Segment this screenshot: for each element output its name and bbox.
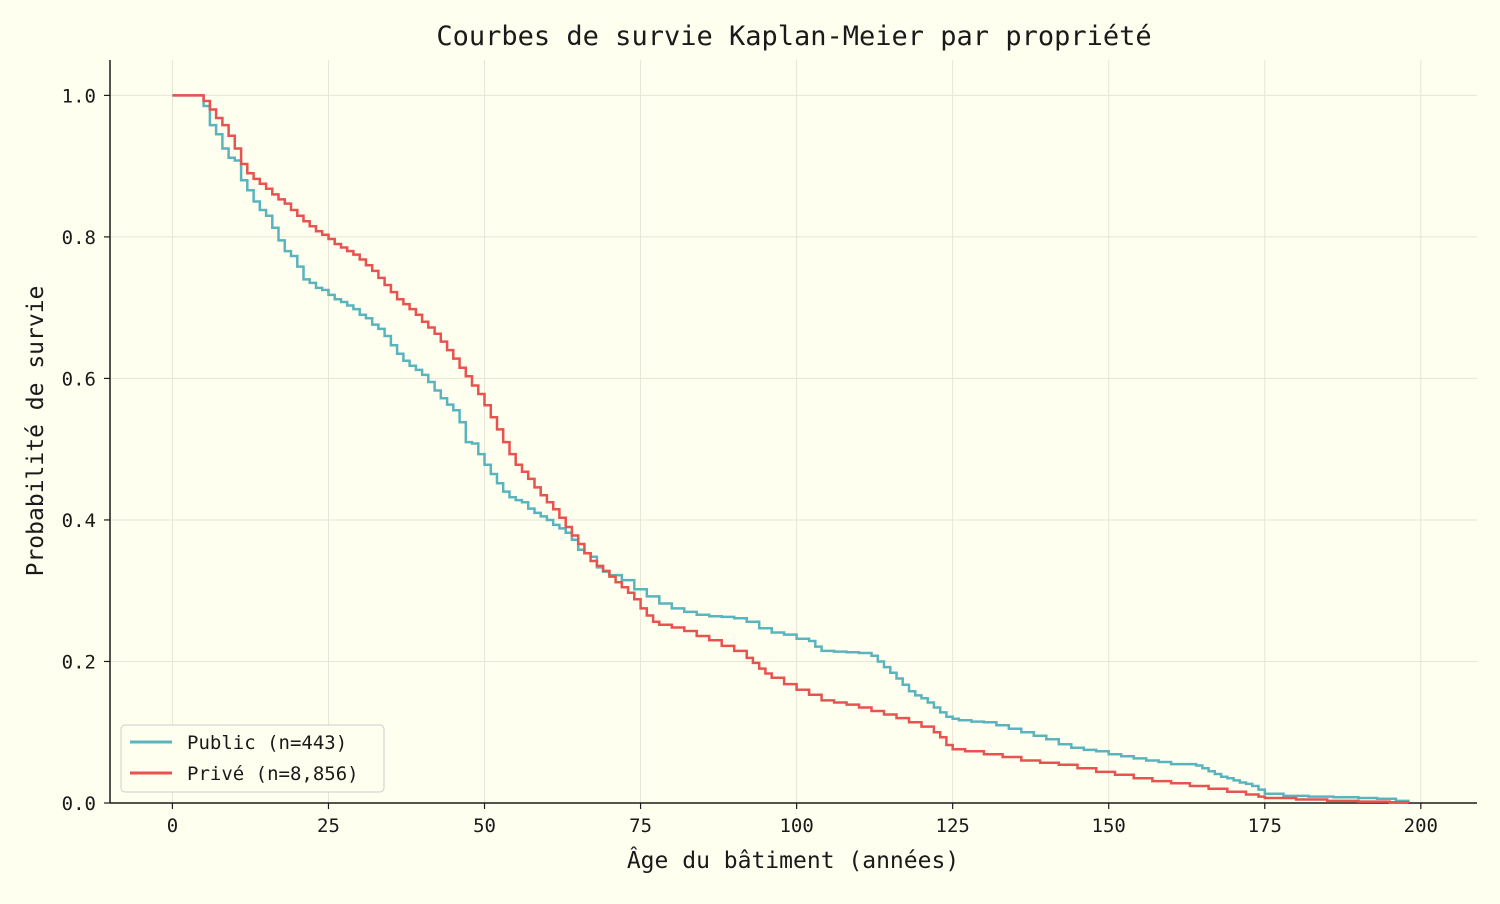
y-tick-label: 0.4 [62,510,96,532]
x-tick-label: 25 [317,815,340,837]
x-tick-label: 150 [1092,815,1126,837]
chart-title: Courbes de survie Kaplan-Meier par propr… [436,21,1151,52]
y-tick-label: 0.6 [62,368,96,390]
x-tick-label: 175 [1248,815,1282,837]
ticks-layer: 0 25 50 75 100 125 150 175 200 0.0 0.2 0.4 0.6 0.8 1.0 [62,85,1438,837]
axes-layer [109,60,1477,804]
x-tick-label: 200 [1404,815,1438,837]
series-line-prive [172,94,1410,804]
legend-label-public: Public (n=443) [187,732,347,754]
x-tick-label: 100 [779,815,813,837]
x-tick-label: 0 [167,815,178,837]
x-tick-label: 75 [629,815,652,837]
x-tick-label: 125 [936,815,970,837]
legend-box [120,724,385,793]
y-axis-title: Probabilité de survie [23,286,49,577]
x-axis-title: Âge du bâtiment (années) [627,846,959,874]
series-line-public [172,94,1410,803]
y-tick-label: 1.0 [62,85,96,107]
series-layer [172,94,1410,804]
legend-label-prive: Privé (n=8,856) [187,763,359,785]
legend: Public (n=443) Privé (n=8,856) [120,724,385,793]
y-tick-label: 0.2 [62,651,96,673]
y-tick-label: 0.8 [62,227,96,249]
y-tick-label: 0.0 [62,793,96,815]
x-tick-label: 50 [473,815,496,837]
